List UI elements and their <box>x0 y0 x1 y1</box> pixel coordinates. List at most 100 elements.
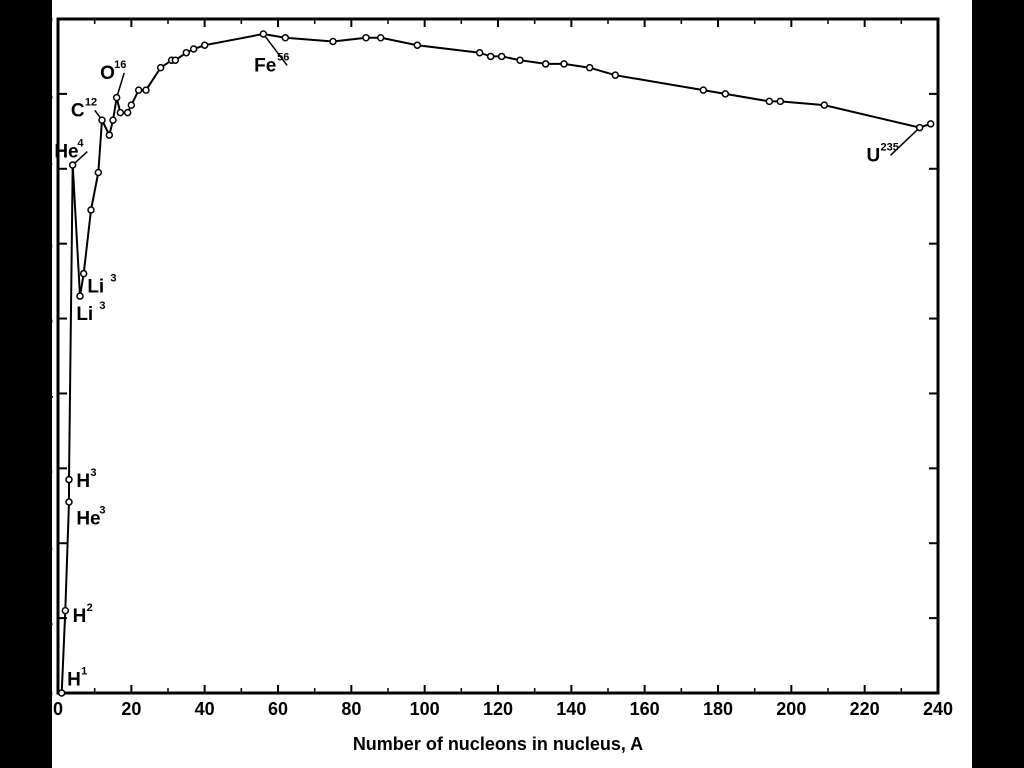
data-point <box>116 108 125 117</box>
data-point <box>68 161 77 169</box>
data-point <box>98 116 106 124</box>
x-tick-label: 220 <box>850 699 880 719</box>
x-tick-label: 240 <box>923 699 953 719</box>
data-point <box>721 90 730 98</box>
x-tick-label: 80 <box>341 699 361 719</box>
nuclide-symbol: Li <box>76 304 93 325</box>
data-point <box>94 168 103 177</box>
data-point <box>171 56 180 64</box>
nuclide-label: C 12 <box>71 96 97 121</box>
nuclide-symbol: He <box>76 509 100 530</box>
nuclide-symbol: H <box>67 670 81 691</box>
left-black-bar <box>0 0 52 768</box>
data-point <box>362 33 370 42</box>
nuclide-symbol: H <box>73 606 87 627</box>
annotation-pointer <box>262 33 288 66</box>
x-tick-label: 100 <box>410 699 440 719</box>
data-point <box>516 56 524 64</box>
data-point <box>776 97 785 106</box>
nuclide-symbol: U <box>867 145 881 166</box>
data-point <box>65 498 73 506</box>
x-tick-label: 40 <box>195 699 215 719</box>
data-point <box>541 60 550 68</box>
nuclide-symbol: He <box>54 142 78 163</box>
mass-number-superscript: 1 <box>81 666 87 678</box>
data-point <box>65 475 73 484</box>
data-point <box>189 45 198 53</box>
data-point <box>699 86 708 94</box>
data-point <box>820 101 829 109</box>
annotation-pointer <box>889 127 921 156</box>
data-point <box>560 60 568 68</box>
x-tick-label: 200 <box>776 699 806 719</box>
data-point <box>112 93 121 102</box>
y-tick-label: 6 <box>43 235 53 255</box>
nuclide-symbol: C <box>71 100 85 121</box>
nuclide-symbol: Li <box>87 276 104 297</box>
y-tick-label: 8 <box>43 85 53 105</box>
data-point <box>376 33 385 42</box>
data-point <box>127 101 136 109</box>
mass-number-superscript: 3 <box>99 505 105 517</box>
nuclide-symbol: Fe <box>254 55 276 76</box>
data-point <box>57 689 66 697</box>
data-point <box>109 116 117 124</box>
data-point <box>486 52 495 61</box>
nuclide-label: U 235 <box>867 141 899 166</box>
mass-number-superscript: 56 <box>277 51 289 63</box>
data-point <box>765 97 774 106</box>
data-point <box>142 86 150 94</box>
y-tick-label: 1 <box>43 609 53 629</box>
data-point <box>105 131 114 139</box>
data-point <box>281 33 290 42</box>
data-point <box>475 48 484 57</box>
mass-number-superscript: 12 <box>85 96 97 108</box>
y-tick-label: 9 <box>43 10 53 30</box>
x-tick-label: 60 <box>268 699 288 719</box>
data-point <box>259 30 268 38</box>
data-point <box>329 37 337 46</box>
y-tick-labels: 0 1 2 3 4 5 6 7 8 9 <box>43 10 53 704</box>
data-point <box>182 48 191 57</box>
data-point <box>497 52 506 61</box>
annotation-pointer <box>115 72 125 98</box>
y-tick-label: 2 <box>43 534 53 554</box>
x-axis-title: Number of nucleons in nucleus, A <box>353 734 643 754</box>
y-axis-title: Average binding energy per nucleon (MeV) <box>12 173 32 538</box>
mass-number-superscript: 2 <box>87 602 93 614</box>
nuclide-label: Li 3 <box>87 272 116 297</box>
data-point <box>200 41 209 49</box>
x-tick-label: 140 <box>556 699 586 719</box>
mass-number-superscript: 4 <box>77 138 84 150</box>
data-point <box>915 123 924 132</box>
data-point <box>926 120 935 128</box>
data-point <box>156 63 165 72</box>
data-point <box>61 606 70 615</box>
y-tick-label: 3 <box>43 459 53 479</box>
data-point <box>123 108 132 117</box>
mass-number-superscript: 3 <box>90 467 96 479</box>
nuclide-symbol: O <box>100 63 115 84</box>
plot-frame <box>56 17 940 695</box>
x-tick-label: 160 <box>630 699 660 719</box>
data-point <box>76 292 84 300</box>
data-point <box>611 71 620 79</box>
data-point-markers <box>57 30 935 697</box>
x-tick-label: 20 <box>121 699 141 719</box>
mass-number-superscript: 3 <box>99 300 105 312</box>
x-tick-label: 180 <box>703 699 733 719</box>
nuclide-label: He4 <box>54 138 84 163</box>
right-black-bar <box>972 0 1024 768</box>
annotation-pointers <box>72 33 921 166</box>
data-point <box>413 41 422 49</box>
data-point <box>87 206 95 214</box>
x-tick-labels: 0 20 40 60 80 100 120 140 160 180 200 220 240 <box>53 699 953 719</box>
data-point <box>79 269 88 278</box>
nuclide-label: Li 3 <box>76 300 105 325</box>
x-tick-label: 0 <box>53 699 63 719</box>
y-tick-label: 7 <box>43 160 53 180</box>
axis-ticks <box>57 18 939 694</box>
mass-number-superscript: 3 <box>110 272 116 284</box>
